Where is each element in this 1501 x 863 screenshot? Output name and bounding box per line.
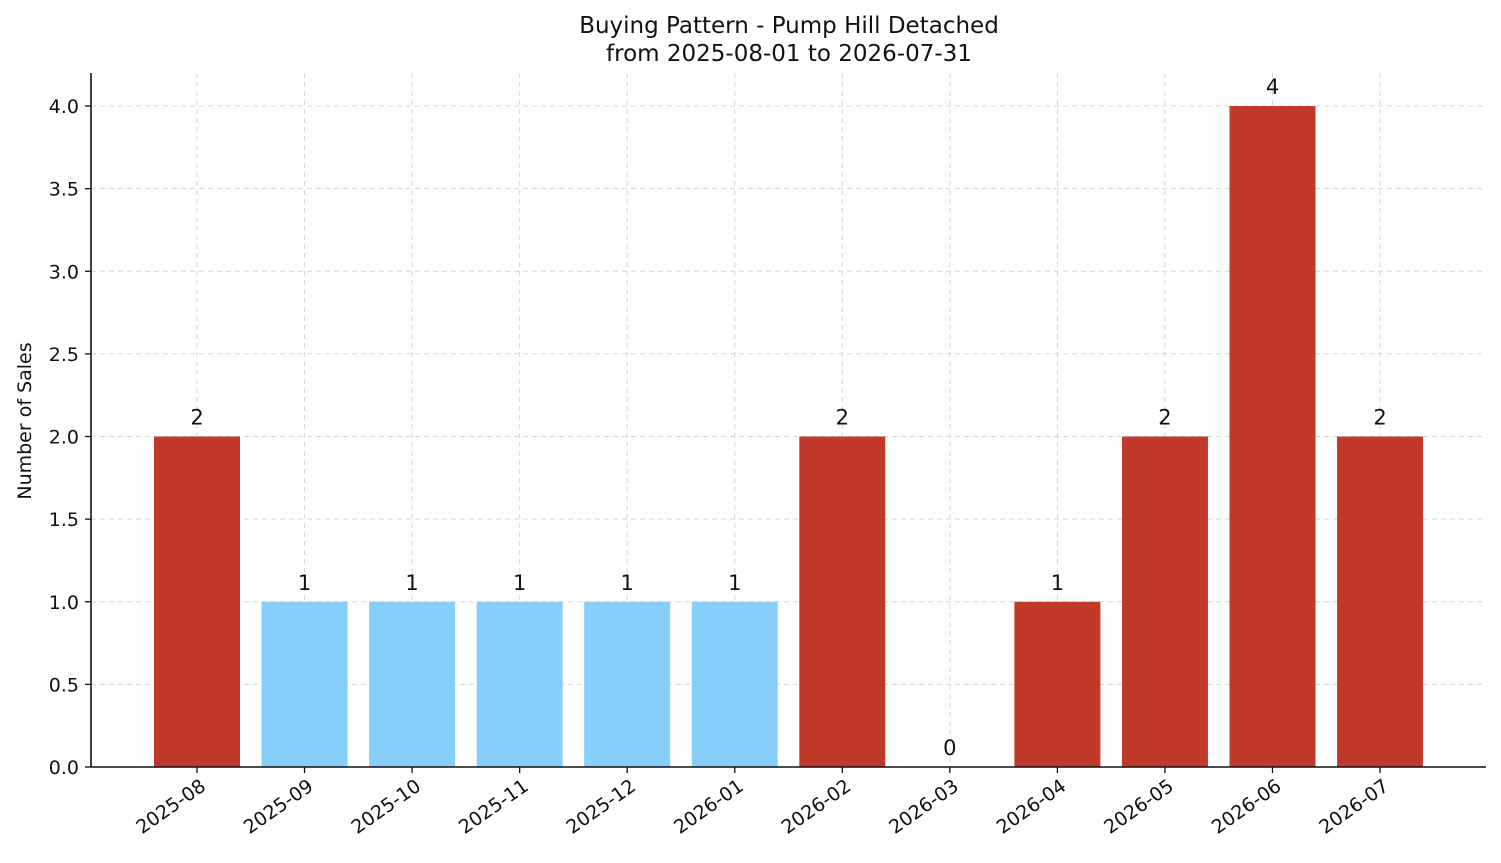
y-tick-label: 3.5 (49, 179, 79, 201)
bar-2026-01 (691, 601, 778, 767)
bar-2026-02 (799, 436, 886, 767)
x-tick-label: 2025-08 (132, 775, 210, 839)
bar-value-label: 4 (1266, 75, 1279, 99)
x-tick-label: 2025-11 (455, 775, 533, 839)
bar-value-label: 1 (298, 571, 311, 595)
bar-value-label: 2 (836, 406, 849, 430)
bar-value-label: 2 (1158, 406, 1171, 430)
x-ticks: 2025-08 2025-09 2025-10 2025-11 2025-12 2026-… (132, 767, 1393, 839)
x-tick-label: 2025-09 (240, 775, 318, 839)
chart-subtitle: from 2025-08-01 to 2026-07-31 (606, 41, 972, 67)
bar-value-label: 1 (728, 571, 741, 595)
y-tick-label: 0.0 (49, 757, 79, 779)
bar-2025-10 (369, 601, 456, 767)
y-tick-label: 1.0 (49, 592, 79, 614)
x-tick-label: 2025-10 (347, 775, 425, 839)
bar-value-label: 0 (943, 736, 956, 760)
x-tick-label: 2026-01 (670, 775, 748, 839)
y-tick-label: 4.0 (49, 96, 79, 118)
bar-2026-07 (1337, 436, 1424, 767)
x-tick-label: 2026-02 (778, 775, 856, 839)
bar-value-label: 2 (190, 406, 203, 430)
y-axis-title: Number of Sales (14, 342, 36, 499)
bar-value-label: 1 (513, 571, 526, 595)
bar-value-label: 2 (1373, 406, 1386, 430)
bar-2025-09 (261, 601, 348, 767)
y-tick-label: 2.0 (49, 427, 79, 449)
bar-2026-06 (1229, 106, 1316, 768)
y-tick-label: 0.5 (49, 674, 79, 696)
x-tick-label: 2025-12 (562, 775, 640, 839)
bar-2026-05 (1121, 436, 1208, 767)
chart-title: Buying Pattern - Pump Hill Detached (579, 13, 999, 39)
x-tick-label: 2026-07 (1315, 775, 1393, 839)
bar-2025-11 (476, 601, 563, 767)
bar-2026-04 (1014, 601, 1101, 767)
bars (154, 106, 1424, 768)
x-tick-label: 2026-06 (1208, 775, 1286, 839)
bar-value-label: 1 (405, 571, 418, 595)
x-tick-label: 2026-04 (993, 775, 1071, 839)
bar-value-label: 1 (1051, 571, 1064, 595)
y-ticks: 0.0 0.5 1.0 1.5 2.0 2.5 3.0 3.5 4.0 (49, 96, 91, 779)
y-tick-label: 2.5 (49, 344, 79, 366)
y-tick-label: 3.0 (49, 261, 79, 283)
bar-value-label: 1 (621, 571, 634, 595)
bar-value-labels: 2 1 1 1 1 1 2 0 1 2 4 2 (190, 75, 1386, 760)
bar-2025-12 (584, 601, 671, 767)
y-tick-label: 1.5 (49, 509, 79, 531)
x-tick-label: 2026-03 (885, 775, 963, 839)
bar-2025-08 (154, 436, 240, 767)
x-tick-label: 2026-05 (1100, 775, 1178, 839)
